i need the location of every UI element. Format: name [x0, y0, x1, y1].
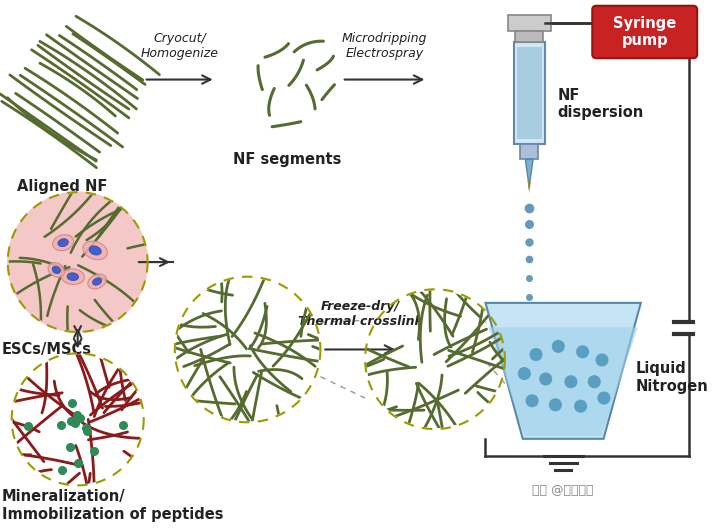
Ellipse shape [52, 266, 60, 273]
Circle shape [598, 392, 610, 404]
Text: ESCs/MSCs: ESCs/MSCs [2, 342, 92, 357]
Text: NF
dispersion: NF dispersion [557, 88, 644, 120]
Circle shape [549, 399, 561, 411]
Circle shape [552, 341, 564, 352]
Ellipse shape [58, 239, 68, 247]
Bar [516, 31, 543, 42]
Circle shape [8, 192, 148, 332]
Text: 知乎 @永康乐业: 知乎 @永康乐业 [532, 484, 593, 497]
Ellipse shape [48, 262, 65, 277]
FancyBboxPatch shape [593, 6, 697, 58]
Ellipse shape [89, 246, 102, 255]
Circle shape [575, 400, 587, 412]
Circle shape [526, 395, 538, 407]
Polygon shape [485, 303, 641, 439]
Ellipse shape [92, 278, 102, 285]
Text: Syringe
pump: Syringe pump [613, 16, 676, 48]
Text: Cryocut/
Homogenize: Cryocut/ Homogenize [140, 32, 219, 60]
Text: Liquid
Nitrogen: Liquid Nitrogen [636, 361, 708, 394]
Circle shape [540, 373, 552, 385]
Text: Mineralization/
Immobilization of peptides: Mineralization/ Immobilization of peptid… [2, 489, 223, 522]
Circle shape [530, 349, 542, 360]
Polygon shape [526, 159, 533, 188]
Ellipse shape [83, 241, 107, 260]
Circle shape [365, 289, 505, 429]
Bar [521, 144, 538, 159]
Ellipse shape [88, 274, 107, 289]
Bar [508, 15, 551, 31]
Text: Microdripping
Electrospray: Microdripping Electrospray [342, 32, 427, 60]
Bar [516, 47, 542, 139]
Polygon shape [488, 327, 638, 436]
Polygon shape [528, 181, 531, 193]
Circle shape [565, 376, 577, 388]
Ellipse shape [61, 269, 84, 285]
Circle shape [12, 353, 144, 486]
Bar [513, 42, 545, 144]
Ellipse shape [53, 235, 73, 251]
Circle shape [577, 346, 588, 358]
Circle shape [588, 376, 600, 388]
Ellipse shape [67, 273, 78, 280]
Text: Freeze-dry/
Thermal crosslink: Freeze-dry/ Thermal crosslink [298, 300, 423, 328]
Text: NF segments: NF segments [233, 152, 341, 167]
Circle shape [596, 354, 608, 366]
Circle shape [518, 368, 530, 379]
Circle shape [175, 277, 320, 422]
Text: Aligned NF: Aligned NF [17, 179, 108, 194]
